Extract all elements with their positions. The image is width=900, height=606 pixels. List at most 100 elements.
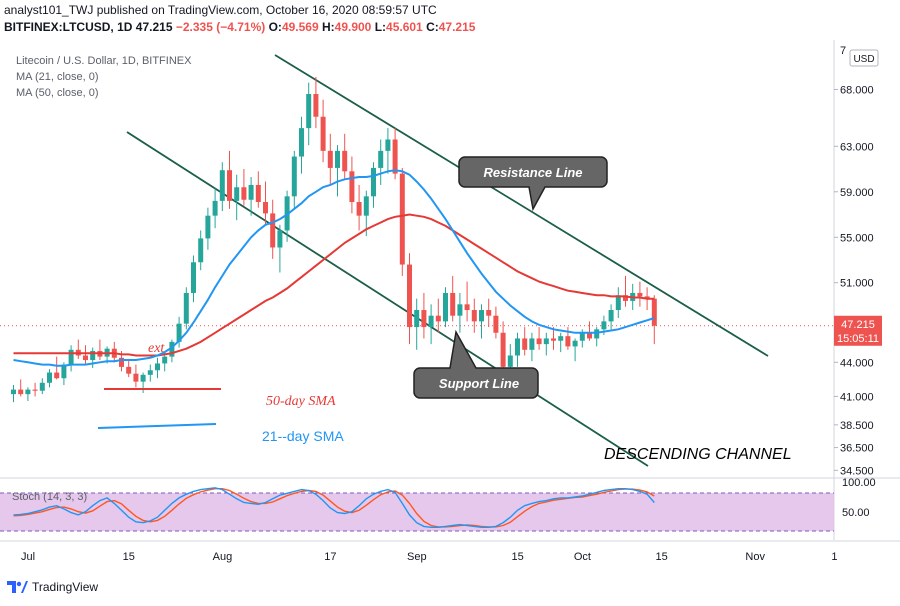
candle-body <box>18 389 24 395</box>
candle-body <box>61 364 67 379</box>
ma21-line <box>13 169 655 367</box>
candle-body <box>25 389 31 395</box>
stoch-d-line <box>13 488 655 528</box>
candle-body <box>227 170 232 201</box>
low-value: 45.601 <box>386 20 423 34</box>
candle-body <box>507 355 513 367</box>
ma21-legend: MA (21, close, 0) <box>16 71 99 83</box>
x-tick-label: Aug <box>213 551 233 563</box>
candle-body <box>392 139 398 174</box>
candle-body <box>565 336 571 347</box>
x-tick-label: Nov <box>745 551 765 563</box>
low-label: L: <box>374 20 387 34</box>
candle-body <box>435 315 441 322</box>
price-axis[interactable]: 68.000 63.000 59.000 55.000 51.000 44.000 41.0… <box>834 45 874 477</box>
open-value: 49.569 <box>281 20 319 34</box>
candle-body <box>378 150 384 168</box>
x-tick-label: 15 <box>123 551 135 563</box>
sma21-legend-line <box>97 423 217 429</box>
currency-button[interactable]: USD <box>849 49 879 67</box>
candle-body <box>90 350 96 361</box>
candle-body <box>306 94 312 129</box>
y-tick-label: 36.500 <box>840 443 874 455</box>
candle-body <box>299 128 304 157</box>
candle-body <box>608 310 614 322</box>
y-tick-label: 63.000 <box>840 141 874 153</box>
candle-body <box>270 213 276 248</box>
ma50-line <box>13 213 655 357</box>
candle-body <box>11 389 16 395</box>
candle-body <box>385 139 391 151</box>
resistance-trendline <box>274 54 769 357</box>
candle-body <box>529 338 535 350</box>
high-label: H: <box>321 20 335 34</box>
y-tick-label: 44.000 <box>840 357 874 369</box>
badge-price: 47.215 <box>841 319 875 331</box>
candle-body <box>623 295 628 301</box>
candle-body <box>443 292 448 322</box>
candle-body <box>515 338 520 356</box>
stoch-legend: Stoch (14, 3, 3) <box>12 491 87 503</box>
candle-body <box>493 315 499 333</box>
candle-body <box>342 150 348 172</box>
candle-body <box>126 366 132 374</box>
candle-body <box>522 338 528 350</box>
candle-body <box>464 304 470 311</box>
support-callout: Support Line <box>413 329 539 399</box>
candle-body <box>349 171 355 203</box>
sma21-label: 21--day SMA <box>262 428 344 444</box>
candle-body <box>644 296 650 299</box>
close-label: C: <box>426 20 439 34</box>
candle-body <box>601 321 607 330</box>
currency-label: USD <box>853 54 874 65</box>
candle-body <box>291 156 297 197</box>
x-tick-label: Sep <box>407 551 427 563</box>
candle-body <box>428 315 434 328</box>
candle-body <box>615 295 621 311</box>
footer-brand[interactable]: TradingView <box>6 580 98 594</box>
candle-body <box>471 310 477 322</box>
candle-body <box>32 389 38 391</box>
candle-body <box>320 116 326 151</box>
candle-body <box>363 196 369 216</box>
candle-body <box>39 382 45 391</box>
y-tick-label: 51.000 <box>840 278 874 290</box>
tradingview-logo-icon <box>7 581 28 593</box>
publish-info: analyst101_TWJ published on TradingView.… <box>4 3 437 17</box>
high-value: 49.900 <box>334 20 372 34</box>
y-tick-label: 55.000 <box>840 232 874 244</box>
candle-body <box>572 340 578 347</box>
candle-body <box>356 202 362 216</box>
candle-body <box>551 338 556 341</box>
candle-body <box>241 187 247 200</box>
candle-body <box>399 173 405 265</box>
y-tick-label: 38.500 <box>840 420 874 432</box>
candle-body <box>277 230 283 248</box>
chart-title: Litecoin / U.S. Dollar, 1D, BITFINEX <box>16 55 192 67</box>
candle-body <box>47 372 52 383</box>
candle-body <box>637 292 643 297</box>
candle-body <box>558 336 564 341</box>
stoch-axis: 100.00 50.00 <box>842 477 876 519</box>
symbol-name: BITFINEX:LTCUSD, 1D <box>4 20 133 34</box>
candle-body <box>414 310 420 328</box>
price-change: −2.335 (−4.71%) <box>175 20 266 34</box>
symbol-ohlc-bar: BITFINEX:LTCUSD, 1D 47.215 −2.335 (−4.71… <box>4 20 475 34</box>
y-tick-label: 34.500 <box>840 465 874 477</box>
candle-body <box>169 341 175 357</box>
resistance-callout: Resistance Line <box>458 156 608 212</box>
main-pane[interactable] <box>0 40 834 538</box>
candle-body <box>313 94 319 117</box>
candle-body <box>162 356 168 364</box>
candle-body <box>407 264 412 328</box>
candle-body <box>500 332 506 367</box>
support-label: Support Line <box>439 376 519 391</box>
candle-body <box>219 170 225 201</box>
time-axis[interactable]: Jul 15 Aug 17 Sep 15 Oct 15 Nov 1 <box>21 551 837 563</box>
candle-body <box>147 370 153 375</box>
candle-body <box>450 292 456 316</box>
footer-brand-label: TradingView <box>32 580 99 594</box>
candle-body <box>191 262 196 293</box>
price-badge: 47.215 15:05:11 <box>834 315 882 346</box>
